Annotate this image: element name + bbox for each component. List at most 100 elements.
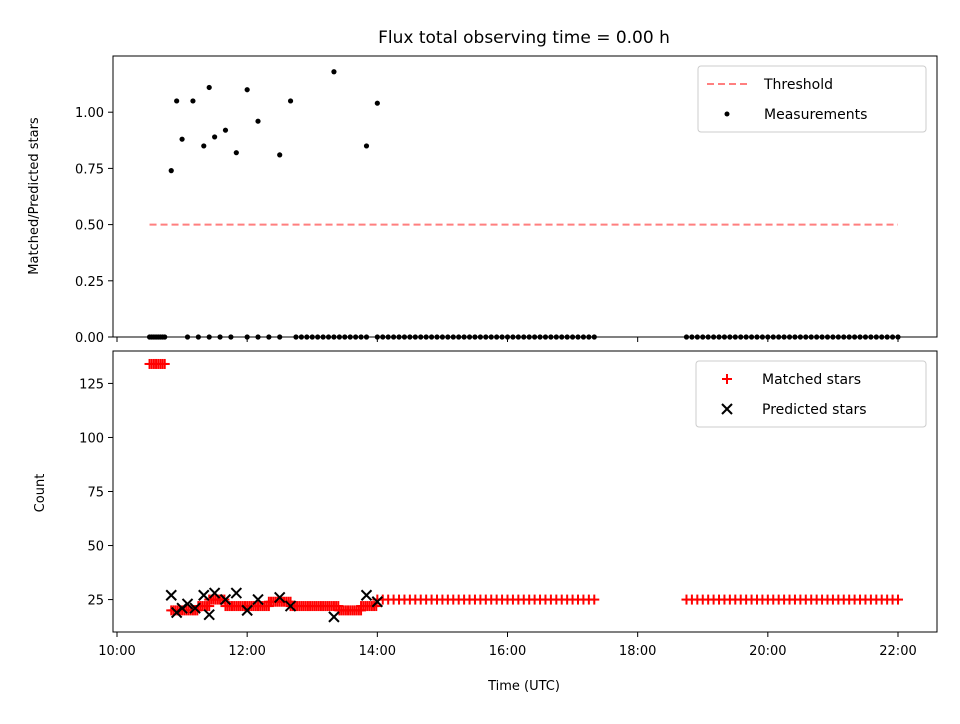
measurement-point: [228, 334, 234, 340]
measurement-point: [342, 334, 348, 340]
measurement-point: [770, 334, 776, 340]
predicted-stars-series: [165, 587, 384, 623]
bottom-legend-box: [695, 360, 927, 428]
x-stroke-b: [284, 600, 297, 612]
measurement-point: [683, 334, 690, 340]
measurement-point: [569, 334, 576, 340]
measurement-point: [445, 334, 451, 340]
measurement-point: [879, 334, 885, 340]
measurement-point: [868, 334, 874, 340]
measurement-point: [304, 334, 310, 340]
measurement-point: [401, 334, 408, 340]
measurement-point: [754, 334, 760, 340]
y-tick-label: 1.00: [75, 106, 104, 121]
measurement-point: [466, 334, 473, 340]
measurement-point: [428, 334, 435, 340]
measurement-point: [358, 334, 364, 340]
x-stroke-b: [360, 589, 373, 601]
measurement-point: [293, 334, 299, 340]
measurement-point: [537, 334, 543, 340]
measurement-point: [450, 334, 456, 340]
x-stroke-b: [208, 587, 221, 599]
measurement-point: [439, 334, 446, 340]
measurement-point: [407, 334, 413, 340]
x-stroke-b: [165, 589, 177, 601]
predicted-stars-legend-swatch: [721, 403, 733, 415]
measurement-point: [862, 334, 869, 340]
measurement-point: [759, 334, 766, 340]
measurement-point: [298, 334, 305, 340]
measurement-point: [542, 334, 549, 340]
predicted-star-point: [328, 611, 340, 623]
predicted-star-point: [181, 598, 194, 610]
measurement-point: [781, 334, 787, 340]
measurement-point: [889, 334, 896, 340]
measurement-point: [222, 127, 229, 133]
x-stroke-b: [219, 593, 232, 606]
measurements-legend-swatch: [724, 111, 730, 117]
measurement-point: [472, 334, 478, 340]
measurement-point: [852, 334, 858, 340]
predicted-star-point: [219, 593, 232, 606]
x-tick-label: 10:00: [98, 644, 135, 659]
measurement-point: [212, 134, 218, 140]
measurement-point: [347, 334, 353, 340]
measurement-point: [255, 118, 261, 124]
measurement-point: [824, 334, 831, 340]
y-tick-label: 75: [87, 486, 104, 501]
measurement-point: [396, 334, 402, 340]
x-stroke-b: [241, 604, 253, 617]
matched-stars-legend-label: Matched stars: [762, 372, 861, 388]
measurement-point: [461, 334, 467, 340]
measurement-point: [206, 84, 212, 91]
measurement-point: [586, 334, 592, 340]
measurement-point: [363, 143, 370, 149]
measurement-point: [331, 69, 337, 75]
predicted-star-point: [241, 604, 253, 617]
measurement-point: [580, 334, 587, 340]
predicted-star-point: [203, 609, 215, 621]
x-stroke-b: [181, 598, 194, 610]
x-tick-label: 18:00: [619, 644, 656, 659]
measurement-point: [201, 143, 207, 149]
measurement-point: [353, 334, 359, 340]
predicted-star-point: [360, 589, 373, 601]
predicted-star-point: [165, 589, 177, 601]
measurement-point: [797, 334, 803, 340]
measurement-point: [510, 334, 516, 340]
measurement-point: [553, 334, 559, 340]
y-tick-label: 0.25: [75, 275, 104, 290]
predicted-star-point: [252, 593, 264, 606]
measurement-point: [591, 334, 597, 340]
x-tick-label: 14:00: [359, 644, 396, 659]
measurement-point: [483, 334, 489, 340]
measurement-point: [277, 334, 283, 340]
measurement-point: [233, 150, 239, 156]
measurement-point: [206, 334, 212, 340]
y-tick-label: 100: [79, 431, 104, 446]
measurement-point: [846, 334, 852, 340]
y-tick-label: 0.50: [75, 219, 104, 234]
measurement-point: [705, 334, 711, 340]
measurement-point: [835, 334, 841, 340]
top-y-axis: 0.00 0.25 0.50 0.75 1.00: [75, 106, 113, 346]
measurement-point: [255, 334, 261, 340]
matched-stars-legend-swatch: [722, 374, 732, 384]
measurement-point: [732, 334, 738, 340]
matched-star-point: [589, 594, 600, 605]
measurement-point: [857, 334, 863, 340]
measurement-point: [738, 334, 744, 340]
matched-star-point: [159, 358, 170, 369]
measurement-point: [184, 334, 191, 340]
measurement-point: [418, 334, 424, 340]
top-y-axis-title: Matched/Predicted stars: [27, 117, 42, 275]
matched-star-point: [893, 594, 903, 605]
measurement-point: [374, 100, 380, 106]
measurement-point: [792, 334, 798, 340]
bottom-legend: Matched stars Predicted stars: [695, 360, 927, 428]
measurement-point: [814, 334, 820, 340]
measurement-point: [494, 334, 500, 340]
predicted-star-point: [274, 591, 286, 604]
predicted-star-point: [371, 596, 384, 608]
